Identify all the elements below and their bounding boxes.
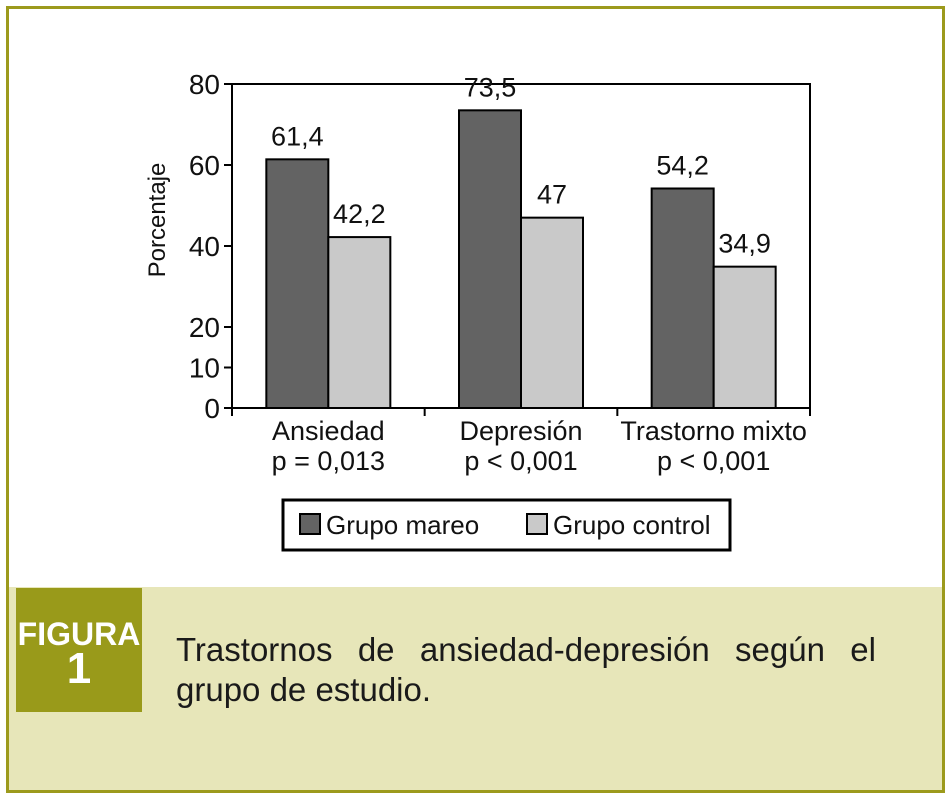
legend-label: Grupo mareo bbox=[326, 510, 479, 540]
bar-control bbox=[712, 265, 777, 409]
category-pvalue: p < 0,001 bbox=[464, 446, 577, 476]
y-tick-label: 20 bbox=[189, 312, 220, 343]
data-label: 42,2 bbox=[333, 199, 386, 229]
bar-control bbox=[327, 236, 392, 409]
legend-swatch bbox=[526, 513, 548, 535]
figure-label: FIGURA bbox=[17, 616, 141, 652]
legend-swatch bbox=[299, 513, 321, 535]
figure-caption: Trastornos de ansiedad-depresión según e… bbox=[176, 631, 876, 708]
category-label: Ansiedad bbox=[272, 416, 385, 446]
category-label: Trastorno mixto bbox=[620, 416, 807, 446]
data-label: 61,4 bbox=[271, 121, 324, 151]
y-tick-label: 0 bbox=[204, 393, 220, 424]
data-label: 34,9 bbox=[718, 229, 771, 259]
y-tick-label: 80 bbox=[189, 69, 220, 100]
bar-mareo bbox=[650, 187, 715, 409]
legend bbox=[281, 498, 732, 552]
y-axis-label: Porcentaje bbox=[144, 163, 171, 278]
category-pvalue: p = 0,013 bbox=[272, 446, 385, 476]
figure-label-box: FIGURA 1 bbox=[16, 588, 142, 712]
bar-mareo bbox=[458, 109, 522, 409]
data-label: 73,5 bbox=[464, 72, 517, 102]
y-tick-label: 10 bbox=[189, 353, 220, 384]
category-pvalue: p < 0,001 bbox=[657, 446, 770, 476]
y-tick-label: 40 bbox=[189, 231, 220, 262]
legend-label: Grupo control bbox=[553, 510, 711, 540]
data-label: 47 bbox=[537, 180, 567, 210]
caption-band bbox=[9, 587, 942, 790]
bar-control bbox=[520, 216, 584, 409]
figure-number: 1 bbox=[66, 644, 92, 693]
category-label: Depresión bbox=[459, 416, 582, 446]
data-label: 54,2 bbox=[656, 150, 709, 180]
y-tick-label: 60 bbox=[189, 150, 220, 181]
bar-mareo bbox=[265, 158, 330, 409]
